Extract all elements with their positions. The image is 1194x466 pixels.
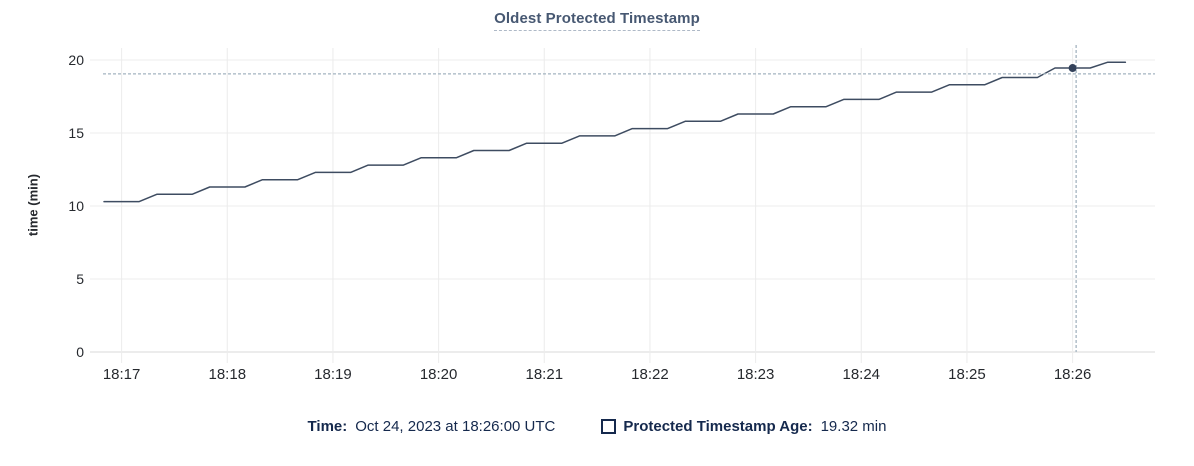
y-tick-label: 15 xyxy=(68,125,84,141)
x-tick-label: 18:20 xyxy=(420,366,458,383)
y-tick-label: 0 xyxy=(76,344,84,360)
series-hover-value: 19.32 min xyxy=(820,418,887,435)
x-tick-label: 18:26 xyxy=(1054,366,1092,383)
chart-title[interactable]: Oldest Protected Timestamp xyxy=(494,10,700,31)
legend-item-protected-timestamp-age[interactable]: Protected Timestamp Age: 19.32 min xyxy=(601,418,886,435)
series-swatch-icon[interactable] xyxy=(601,419,617,434)
x-tick-label: 18:21 xyxy=(526,366,564,383)
hover-time-value: Oct 24, 2023 at 18:26:00 UTC xyxy=(355,418,556,435)
chart-footer-legend: Time: Oct 24, 2023 at 18:26:00 UTC Protec… xyxy=(0,418,1194,435)
series-line xyxy=(103,61,1127,203)
x-tick-label: 18:24 xyxy=(842,366,880,383)
y-tick-label: 5 xyxy=(76,271,84,287)
hover-time-readout: Time: Oct 24, 2023 at 18:26:00 UTC xyxy=(308,418,556,435)
x-tick-label: 18:25 xyxy=(948,366,986,383)
y-tick-label: 10 xyxy=(68,198,84,214)
chart-plot-area[interactable]: 0 5 10 15 20 18:17 18:18 18:19 18:20 18:21 18:22 18… xyxy=(0,0,1194,400)
y-axis-title: time (min) xyxy=(25,173,41,237)
hover-time-label: Time: xyxy=(307,418,348,435)
x-tick-label: 18:19 xyxy=(314,366,352,383)
x-tick-label: 18:22 xyxy=(631,366,669,383)
y-tick-label: 20 xyxy=(68,52,84,68)
series-name-label: Protected Timestamp Age: xyxy=(623,418,813,435)
chart-header: Oldest Protected Timestamp xyxy=(0,10,1194,31)
x-tick-label: 18:23 xyxy=(737,366,775,383)
x-tick-label: 18:18 xyxy=(209,366,247,383)
hover-point-dot xyxy=(1068,64,1077,73)
x-tick-label: 18:17 xyxy=(103,366,141,383)
